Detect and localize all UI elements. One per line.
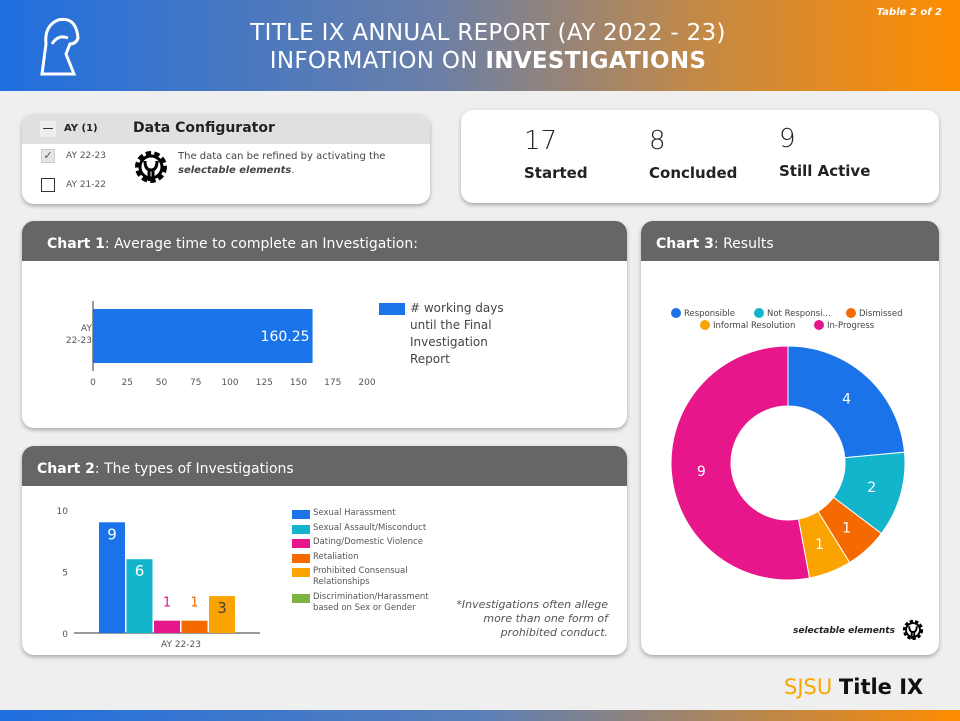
- legend-label[interactable]: Discrimination/Harassment based on Sex o…: [313, 592, 429, 613]
- bar-value-label: 1: [163, 596, 171, 611]
- bar-value-label: 3: [217, 599, 227, 617]
- chart-2-title: Chart 2: The types of Investigations: [22, 446, 627, 486]
- bar: [99, 522, 125, 633]
- slice-value-label: 2: [867, 480, 876, 496]
- x-tick-label: 25: [122, 378, 133, 388]
- x-tick-label: 0: [90, 378, 96, 388]
- configurator-title: Data Configurator: [133, 120, 275, 136]
- bar-value-label: 1: [190, 596, 198, 611]
- filter-label: AY (1): [64, 123, 98, 134]
- legend-label[interactable]: Sexual Harassment: [313, 508, 396, 518]
- x-tick-label: 175: [324, 378, 341, 388]
- legend-label[interactable]: Prohibited Consensual Relationships: [313, 566, 408, 587]
- x-category-label: AY 22-23: [161, 640, 201, 650]
- y-tick-label: 0: [62, 630, 68, 640]
- slice-value-label: 9: [697, 464, 706, 480]
- legend-label[interactable]: Retaliation: [313, 551, 359, 562]
- legend-label: Not Responsi...: [767, 309, 831, 319]
- x-tick-label: 50: [156, 378, 168, 388]
- spartan-logo-icon: [40, 17, 80, 76]
- x-tick-label: 150: [290, 378, 307, 388]
- legend-swatch: [292, 539, 310, 548]
- legend-swatch: [292, 510, 310, 519]
- y-tick-label: 10: [57, 507, 69, 517]
- stat-still-active: 9 Still Active: [779, 124, 871, 180]
- slice-value-label: 4: [842, 392, 851, 408]
- bar-value-label: 6: [135, 562, 145, 580]
- checkbox-ay-22-23[interactable]: ✓: [41, 149, 55, 163]
- x-tick-label: 200: [358, 378, 375, 388]
- gear-wrench-icon: [902, 619, 924, 641]
- filter-collapse-button[interactable]: [40, 121, 56, 137]
- slice-value-label: 1: [842, 520, 851, 536]
- chart-1-card: Chart 1: Average time to complete an Inv…: [22, 221, 627, 428]
- selectable-elements-note: selectable elements: [793, 626, 895, 636]
- chart-2-note: *Investigations often allege more than o…: [456, 598, 608, 639]
- report-title: TITLE IX ANNUAL REPORT (AY 2022 - 23): [250, 20, 726, 46]
- chart-1-legend-label: # working days until the Final Investiga…: [410, 301, 504, 366]
- table-label: Table 2 of 2: [876, 7, 942, 18]
- stat-started: 17 Started: [524, 126, 588, 182]
- x-tick-label: 75: [190, 378, 201, 388]
- chart-1-title: Chart 1: Average time to complete an Inv…: [22, 221, 627, 261]
- header: TITLE IX ANNUAL REPORT (AY 2022 - 23) IN…: [0, 0, 960, 91]
- option-label: AY 22-23: [66, 151, 106, 161]
- pie-slice: [787, 345, 906, 459]
- bar: [181, 620, 208, 633]
- footer-stripe: [0, 710, 960, 721]
- x-tick-label: 100: [221, 378, 238, 388]
- legend-label: In-Progress: [827, 321, 875, 331]
- legend-label[interactable]: Dating/Domestic Violence: [313, 537, 423, 547]
- chart-1-legend-swatch: [379, 303, 405, 315]
- stat-concluded: 8 Concluded: [649, 126, 738, 182]
- legend-label[interactable]: Sexual Assault/Misconduct: [313, 522, 427, 533]
- legend-swatch: [292, 594, 310, 603]
- bar: [126, 559, 153, 633]
- legend-marker: [700, 320, 710, 330]
- legend-swatch: [292, 524, 310, 534]
- footer-logo: SJSU Title IX: [784, 675, 924, 699]
- slice-value-label: 1: [815, 537, 824, 553]
- legend-marker: [814, 320, 824, 330]
- option-label: AY 21-22: [66, 180, 106, 190]
- chart-3-plot: Responsible Not Responsi... Dismissed Infor…: [670, 308, 906, 581]
- bar-value-label: 160.25: [261, 329, 310, 345]
- pie-slice: [670, 345, 811, 581]
- legend-label: Dismissed: [859, 309, 902, 319]
- bar: [209, 596, 235, 633]
- chart-2-card: Chart 2: The types of Investigations 0 5 1…: [22, 446, 627, 655]
- configurator-text: The data can be refined by activating th…: [178, 151, 386, 176]
- chart-1-plot: 0 25 50 75 100 125 150 175 200 AY 22-23 160.25: [66, 301, 376, 388]
- legend-swatch: [292, 568, 310, 577]
- chart-3-card: Chart 3: Results Responsible Not Responsi…: [641, 221, 939, 655]
- legend-marker: [671, 308, 681, 318]
- bar: [154, 620, 180, 633]
- legend-label: Responsible: [684, 309, 735, 319]
- y-tick-label: 5: [62, 569, 68, 579]
- legend-marker: [846, 308, 856, 318]
- bar-value-label: 9: [107, 525, 117, 543]
- checkbox-ay-21-22[interactable]: [41, 178, 55, 192]
- legend-label: Informal Resolution: [713, 321, 795, 331]
- report-subtitle: INFORMATION ON INVESTIGATIONS: [269, 48, 707, 74]
- x-tick-label: 125: [256, 378, 273, 388]
- summary-stats: 17 Started 8 Concluded 9 Still Active: [461, 110, 939, 203]
- chart-3-title: Chart 3: Results: [641, 221, 939, 261]
- data-configurator: AY (1) Data Configurator ✓ AY 22-23 AY 2…: [22, 114, 430, 204]
- chart-2-plot: 0 5 10 AY 22-23 9 6 1 1 3: [57, 507, 260, 650]
- legend-marker: [754, 308, 764, 318]
- y-category-label: AY: [81, 324, 92, 334]
- gear-wrench-icon: [135, 151, 167, 183]
- legend-swatch: [292, 553, 310, 563]
- y-category-label: 22-23: [66, 336, 92, 346]
- bar: [93, 309, 313, 363]
